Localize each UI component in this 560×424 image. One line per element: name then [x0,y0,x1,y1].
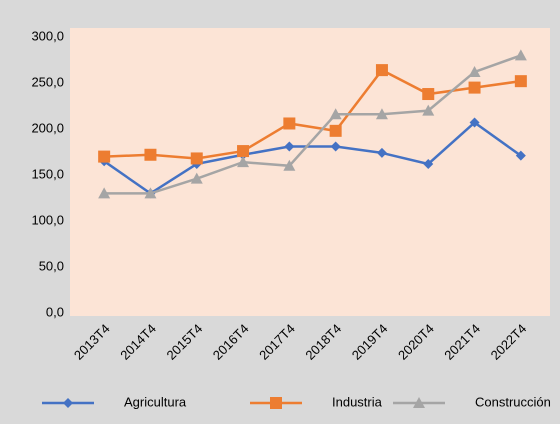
y-tick-label: 0,0 [46,304,64,319]
marker [376,147,387,158]
marker [283,117,296,130]
marker [284,141,295,152]
marker [283,159,296,171]
marker [270,397,282,409]
series-line [103,120,522,195]
y-tick-label: 100,0 [31,212,64,227]
marker [98,150,111,163]
marker [422,104,435,116]
marker [329,108,342,120]
marker [514,75,527,88]
legend-label: Agricultura [124,394,187,409]
marker [468,81,481,94]
legend-label: Construcción [475,394,551,409]
marker [375,108,388,120]
marker [237,145,250,158]
legend-label: Industria [332,394,383,409]
y-tick-label: 150,0 [31,166,64,181]
marker [423,158,434,169]
marker [330,141,341,152]
y-tick-label: 200,0 [31,120,64,135]
y-tick-label: 50,0 [39,258,64,273]
marker [375,64,388,77]
marker [237,156,250,168]
y-tick-label: 250,0 [31,74,64,89]
marker [515,150,526,161]
marker [144,148,157,161]
marker [422,88,435,101]
marker [468,65,481,77]
marker [144,187,157,199]
marker [413,397,425,408]
marker [329,124,342,137]
y-tick-label: 300,0 [31,28,64,43]
marker [469,117,480,128]
series-line [104,54,522,195]
marker [98,187,111,199]
marker [190,152,203,165]
marker [63,398,73,408]
marker [514,49,527,61]
marker [190,172,203,184]
